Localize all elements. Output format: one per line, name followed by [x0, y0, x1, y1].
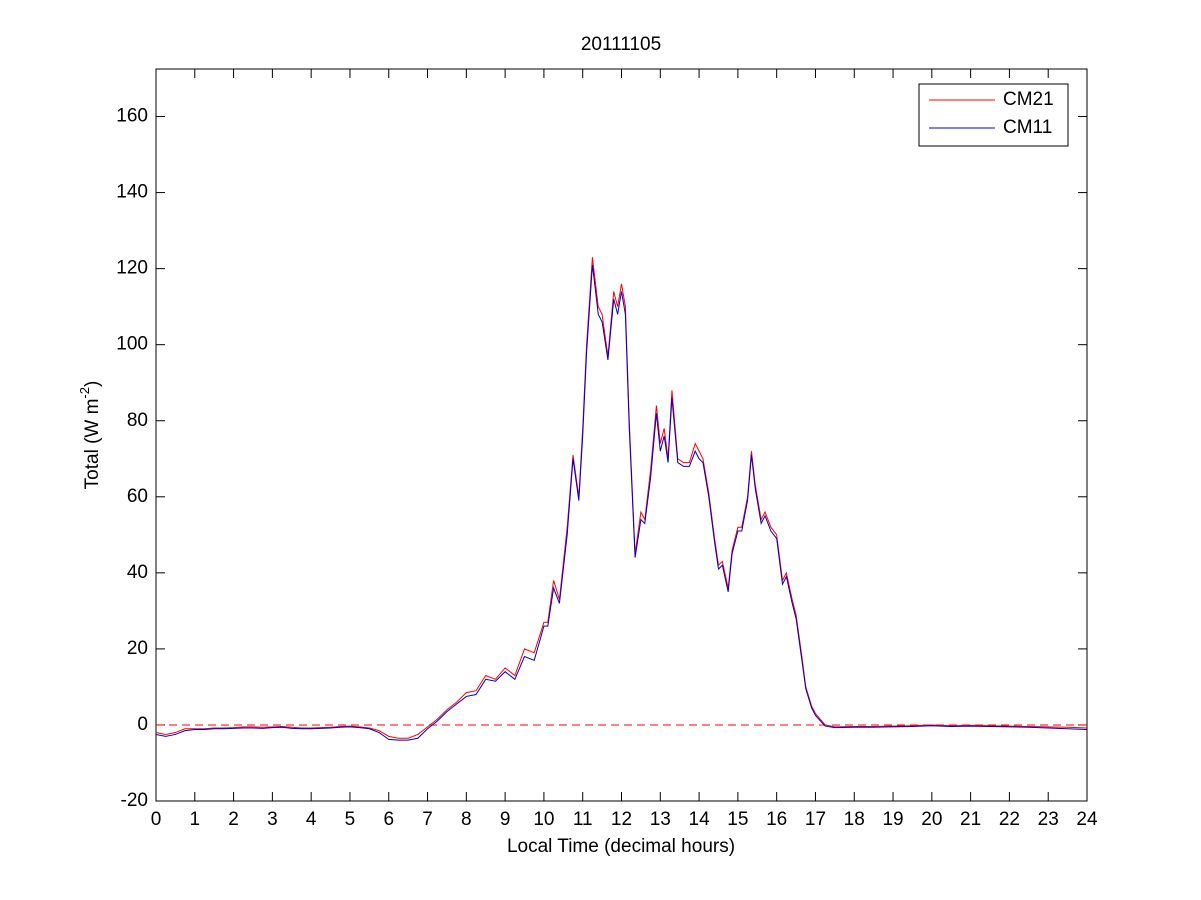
x-tick-label: 15 — [727, 809, 748, 830]
y-tick-label: 80 — [127, 410, 148, 431]
x-tick-label: 9 — [500, 809, 511, 830]
y-tick-label: 140 — [116, 182, 148, 203]
x-tick-label: 13 — [650, 809, 671, 830]
x-tick-label: 10 — [533, 809, 554, 830]
y-tick-label: 60 — [127, 486, 148, 507]
x-tick-label: 12 — [611, 809, 632, 830]
x-tick-label: 11 — [573, 809, 593, 830]
x-axis-label: Local Time (decimal hours) — [507, 836, 735, 857]
y-tick-label: 0 — [137, 714, 148, 735]
x-tick-label: 3 — [267, 809, 278, 830]
x-tick-label: 24 — [1076, 809, 1098, 830]
x-tick-label: 5 — [345, 809, 356, 830]
y-tick-label: 160 — [116, 106, 148, 127]
x-tick-label: 17 — [805, 809, 826, 830]
legend-label: CM21 — [1003, 89, 1054, 110]
y-axis-label-end: ) — [82, 381, 103, 387]
chart-title: 20111105 — [581, 34, 661, 55]
x-tick-label: 21 — [960, 809, 981, 830]
y-tick-label: 20 — [127, 638, 148, 659]
y-axis-label-sup: -2 — [77, 387, 92, 399]
series-line — [155, 257, 1088, 739]
series-line — [155, 264, 1088, 741]
x-tick-label: 19 — [882, 809, 903, 830]
x-tick-label: 4 — [306, 809, 317, 830]
x-tick-label: 7 — [422, 809, 433, 830]
x-tick-label: 22 — [999, 809, 1020, 830]
legend-box — [918, 83, 1069, 147]
y-tick-label: 100 — [116, 334, 148, 355]
x-tick-label: 16 — [766, 809, 787, 830]
x-tick-label: 2 — [228, 809, 239, 830]
x-tick-label: 23 — [1038, 809, 1059, 830]
x-tick-label: 20 — [921, 809, 942, 830]
y-axis-label-main: Total (W m — [82, 399, 103, 490]
y-tick-label: 120 — [116, 258, 148, 279]
x-tick-label: 14 — [689, 809, 711, 830]
x-tick-label: 0 — [151, 809, 162, 830]
x-tick-label: 8 — [461, 809, 472, 830]
y-tick-label: -20 — [121, 790, 148, 811]
x-tick-label: 6 — [383, 809, 394, 830]
plot-area — [155, 68, 1088, 802]
x-tick-label: 18 — [844, 809, 865, 830]
x-tick-label: 1 — [190, 809, 201, 830]
y-tick-label: 40 — [127, 562, 148, 583]
y-axis-label: Total (W m-2) — [77, 381, 103, 490]
legend-label: CM11 — [1003, 117, 1052, 138]
